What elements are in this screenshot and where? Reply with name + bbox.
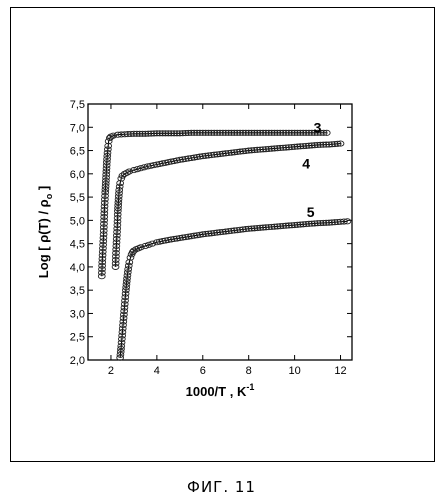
y-tick-label: 2,5	[70, 332, 85, 344]
y-tick-label: 2,0	[70, 355, 85, 367]
x-tick-label: 2	[108, 365, 114, 377]
series-label-5: 5	[307, 204, 315, 220]
y-tick-label: 6,0	[70, 169, 85, 181]
y-tick-label: 4,5	[70, 239, 85, 251]
x-tick-label: 10	[288, 365, 300, 377]
y-tick-label: 5,5	[70, 192, 85, 204]
y-tick-label: 7,0	[70, 122, 85, 134]
series-label-4: 4	[302, 156, 310, 172]
y-tick-label: 3,5	[70, 285, 85, 297]
y-tick-label: 5,0	[70, 215, 85, 227]
x-tick-label: 12	[334, 365, 346, 377]
y-tick-label: 3,0	[70, 308, 85, 320]
x-axis-title: 1000/T , K-1	[186, 382, 255, 399]
y-tick-label: 4,0	[70, 262, 85, 274]
y-tick-label: 7,5	[70, 99, 85, 111]
series-label-3: 3	[314, 119, 322, 135]
x-tick-label: 8	[246, 365, 252, 377]
y-axis-title: Log [ ρ(T) / ρo ]	[36, 186, 54, 278]
x-tick-label: 4	[154, 365, 160, 377]
chart: 2,0 2,5 3,0 3,5 4,0 4,5 5,0 5,5 6,0 6,5 7,0 7,5 2 4 6 8…	[0, 0, 443, 470]
figure-caption: ФИГ. 11	[0, 478, 443, 496]
y-tick-label: 6,5	[70, 146, 85, 158]
x-tick-label: 6	[200, 365, 206, 377]
